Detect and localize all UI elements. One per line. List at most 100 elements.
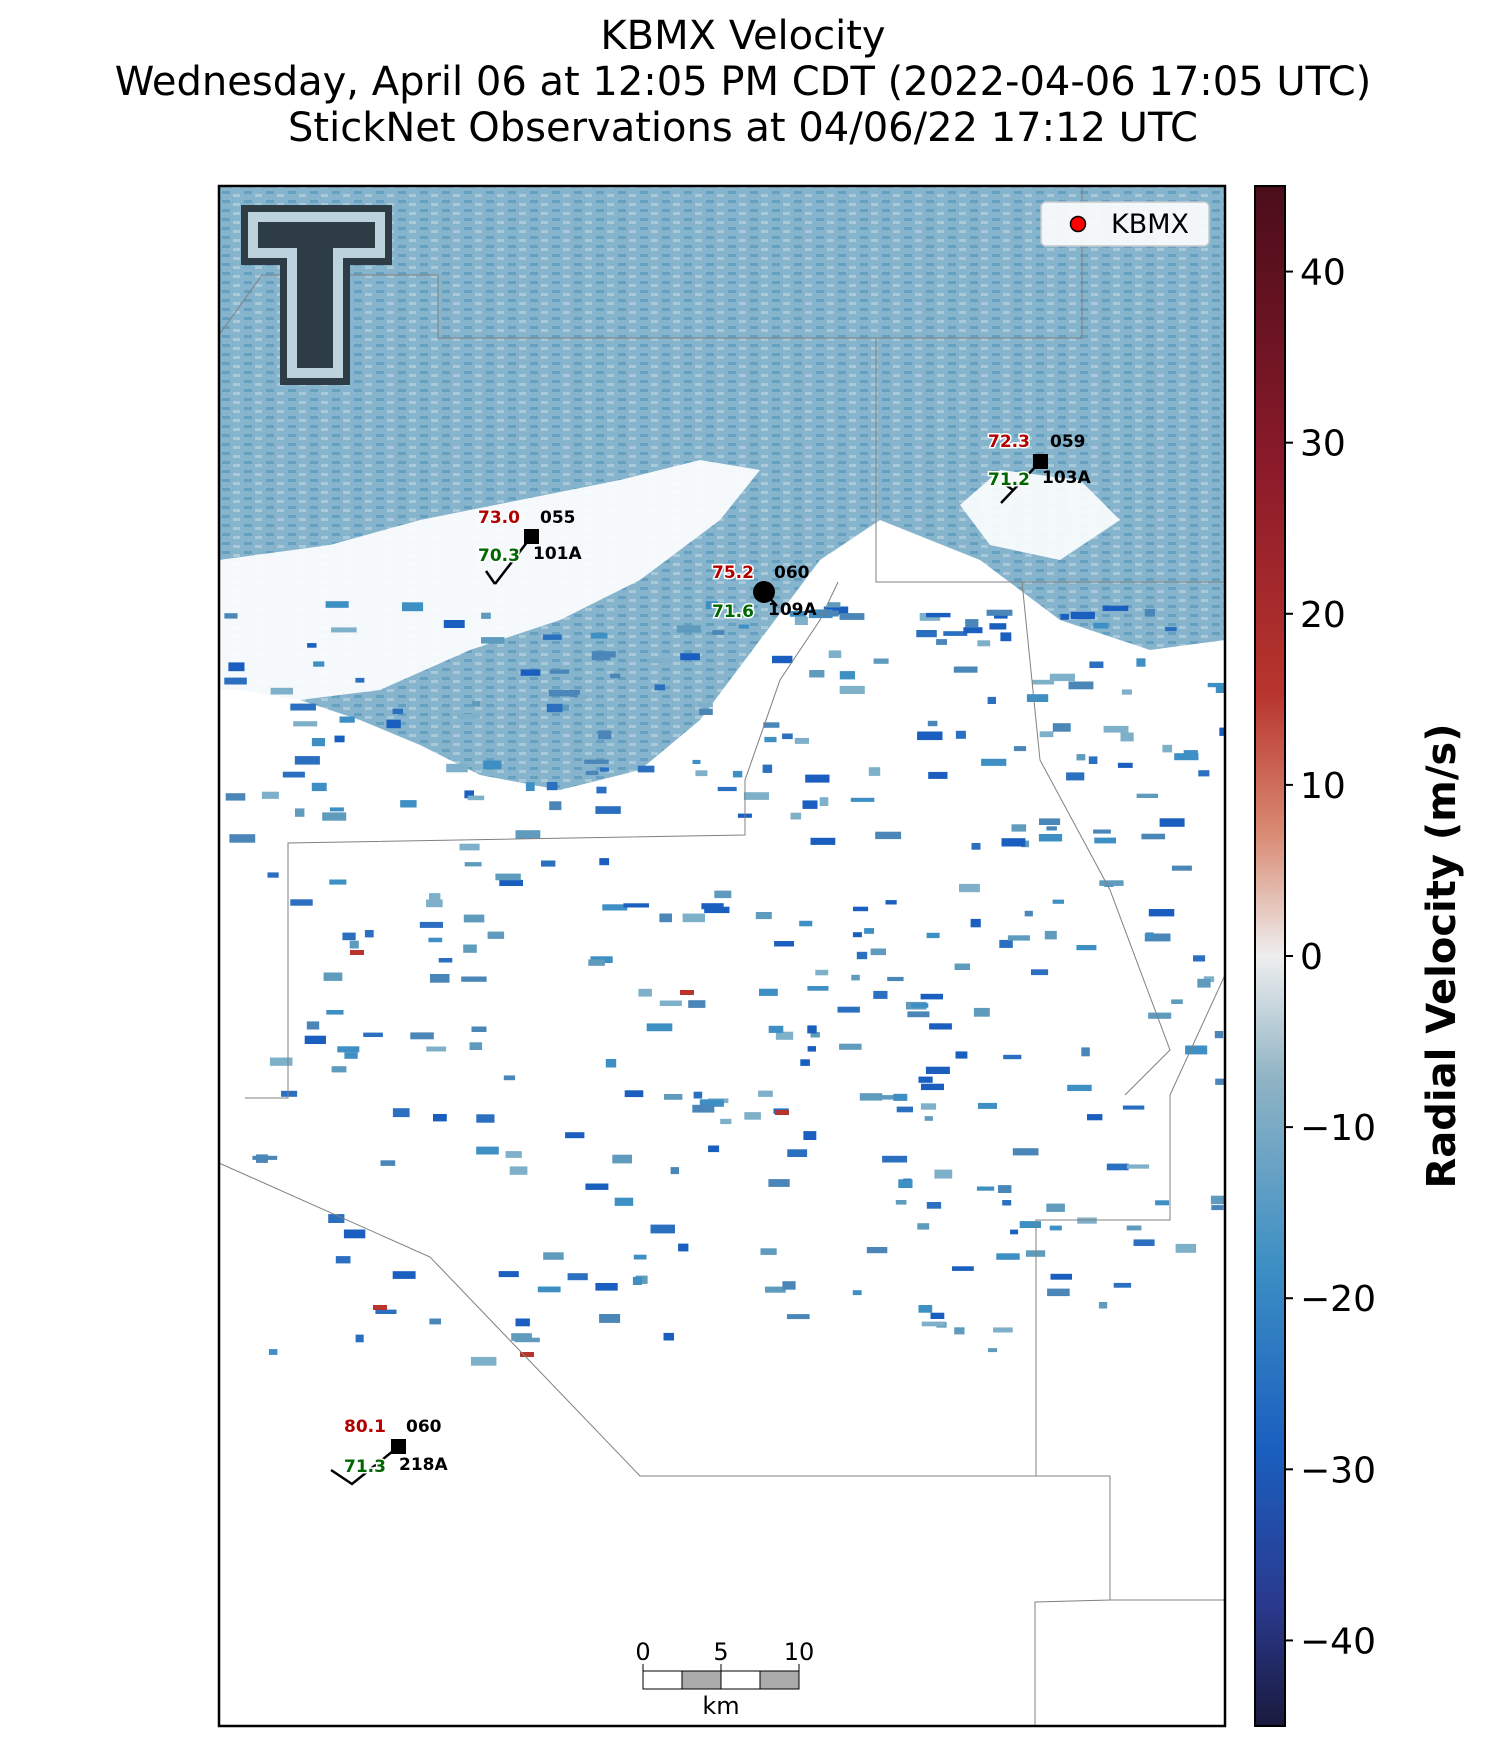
velocity-gate <box>936 639 947 645</box>
velocity-gate <box>934 1169 953 1179</box>
velocity-gate <box>469 1042 483 1050</box>
scale-unit: km <box>702 1692 739 1720</box>
velocity-gate <box>1089 661 1104 668</box>
velocity-gate <box>632 1276 642 1285</box>
velocity-gate <box>954 1327 965 1335</box>
velocity-gate <box>520 669 541 676</box>
velocity-gate <box>688 1000 706 1008</box>
velocity-gate <box>633 1254 647 1260</box>
velocity-gate <box>313 661 325 667</box>
velocity-gate <box>1026 694 1049 702</box>
velocity-gate <box>760 1248 777 1255</box>
velocity-gate <box>920 993 943 1000</box>
velocity-gate <box>693 1091 703 1099</box>
velocity-gate <box>1171 999 1183 1004</box>
velocity-gate <box>875 831 902 840</box>
velocity-gate <box>758 1090 773 1097</box>
velocity-gate <box>565 1132 585 1139</box>
velocity-gate <box>1145 932 1154 939</box>
velocity-gate <box>599 858 610 866</box>
velocity-gate <box>805 774 830 783</box>
velocity-gate <box>1019 1221 1041 1228</box>
velocity-gate <box>1198 770 1210 777</box>
velocity-gate <box>329 879 347 885</box>
velocity-gate <box>1136 658 1146 667</box>
velocity-gate <box>1046 826 1057 831</box>
scale-tick-10: 10 <box>784 1638 815 1666</box>
velocity-gate <box>487 931 505 939</box>
station-dir: 059 <box>1050 432 1086 452</box>
velocity-gate <box>680 653 700 661</box>
velocity-gate <box>928 771 948 779</box>
velocity-gate <box>349 940 359 949</box>
velocity-gate <box>325 601 349 608</box>
velocity-gate <box>807 1025 817 1034</box>
velocity-gate <box>268 1349 278 1355</box>
velocity-gate <box>380 1160 396 1166</box>
velocity-gate <box>595 806 621 814</box>
velocity-gate <box>461 976 487 982</box>
velocity-gate <box>392 1271 416 1279</box>
velocity-gate <box>585 1183 609 1190</box>
velocity-gate <box>996 1253 1020 1260</box>
velocity-gate <box>270 687 293 695</box>
kbmx-legend-marker <box>1069 215 1087 233</box>
velocity-gate <box>290 703 316 711</box>
velocity-gate <box>803 1131 817 1140</box>
velocity-gate <box>1081 1047 1090 1057</box>
velocity-gate <box>515 830 541 839</box>
velocity-gate <box>525 782 535 791</box>
velocity-gate <box>1012 1148 1039 1156</box>
velocity-gate <box>943 631 968 636</box>
velocity-gate <box>392 1108 410 1118</box>
velocity-gate <box>1214 1031 1224 1039</box>
station-temp: 73.0 <box>478 508 520 528</box>
velocity-gate <box>400 800 417 808</box>
velocity-gate <box>1197 978 1211 988</box>
velocity-scatter <box>224 601 1225 1366</box>
velocity-gate <box>1103 725 1129 733</box>
velocity-gate <box>438 958 453 963</box>
velocity-gate <box>334 735 345 743</box>
station-id: 218A <box>399 1455 448 1475</box>
velocity-gate <box>364 930 374 938</box>
velocity-gate <box>743 792 769 800</box>
velocity-gate <box>386 719 401 729</box>
velocity-gate <box>375 1309 397 1314</box>
scale-tick-5: 5 <box>713 1638 728 1666</box>
velocity-gate <box>433 1114 447 1122</box>
velocity-gate <box>577 694 588 699</box>
velocity-gate <box>514 1337 540 1343</box>
velocity-gate <box>955 1051 968 1059</box>
velocity-gate <box>446 763 468 773</box>
velocity-gate <box>1038 834 1063 842</box>
velocity-gate <box>588 959 605 966</box>
velocity-gate <box>1175 1243 1197 1253</box>
velocity-gate <box>605 1059 617 1068</box>
velocity-gate <box>921 1083 944 1091</box>
velocity-gate <box>592 651 616 658</box>
velocity-gate <box>1007 935 1030 941</box>
velocity-gate <box>343 1229 366 1239</box>
velocity-gate <box>895 1200 907 1205</box>
velocity-gate <box>999 939 1013 948</box>
velocity-gate <box>859 1093 883 1101</box>
velocity-gate <box>457 714 480 719</box>
velocity-gate <box>495 873 521 881</box>
velocity-gate <box>682 913 705 923</box>
velocity-gate <box>765 1286 786 1293</box>
velocity-gate <box>1039 818 1061 825</box>
velocity-gate-positive <box>680 990 694 995</box>
velocity-gate <box>875 1095 895 1100</box>
velocity-gate <box>882 1155 908 1163</box>
velocity-gate <box>476 1114 495 1123</box>
velocity-gate <box>1098 1302 1108 1309</box>
velocity-gate <box>481 637 505 644</box>
velocity-gate <box>965 619 979 628</box>
velocity-gate <box>337 1046 360 1053</box>
velocity-gate <box>1122 1105 1145 1110</box>
velocity-gate <box>977 640 991 647</box>
velocity-gate <box>988 1348 998 1353</box>
velocity-gate <box>827 602 841 608</box>
station-temp: 75.2 <box>712 563 754 583</box>
